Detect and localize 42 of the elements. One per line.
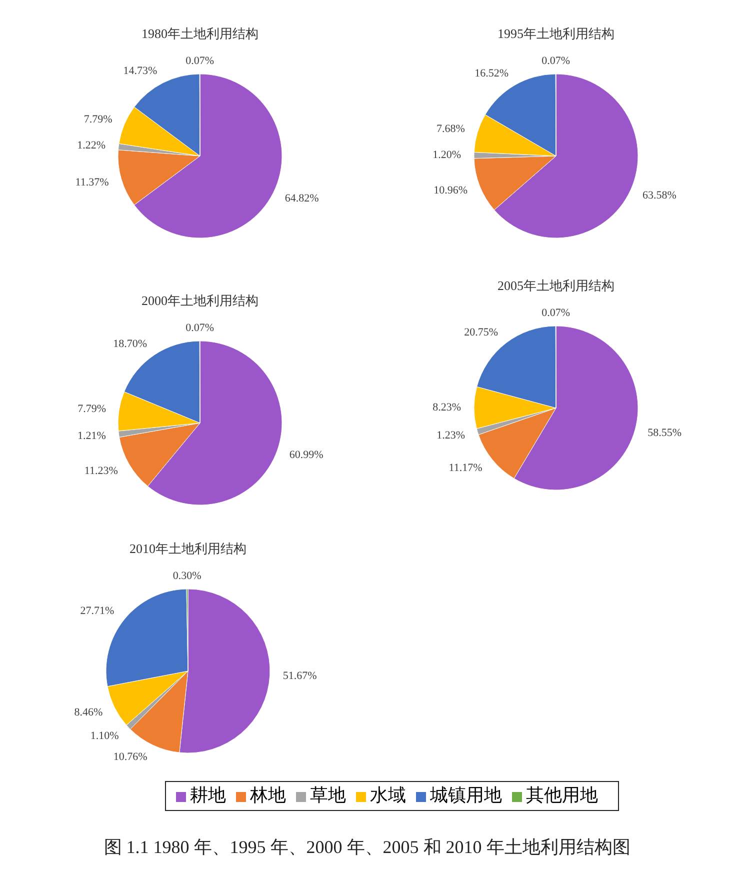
chart-title: 1980年土地利用结构 xyxy=(140,25,260,43)
data-label: 1.20% xyxy=(432,149,462,162)
data-label: 20.75% xyxy=(464,326,498,339)
data-label: 63.58% xyxy=(642,189,676,202)
data-label: 14.73% xyxy=(123,65,158,78)
data-label: 16.52% xyxy=(474,68,509,80)
chart-title: 2010年土地利用结构 xyxy=(128,540,248,558)
data-label: 0.07% xyxy=(542,307,570,319)
data-label: 58.55% xyxy=(648,427,682,440)
legend-label: 草地 xyxy=(310,785,346,806)
data-label: 1.21% xyxy=(77,430,106,442)
caption: 图 1.1 1980 年、1995 年、2000 年、2005 和 2010 年土地利用结构图 xyxy=(102,836,632,859)
legend-label: 耕地 xyxy=(190,785,226,806)
data-label: 0.07% xyxy=(186,322,214,334)
data-label: 10.96% xyxy=(434,184,468,197)
data-label: 27.71% xyxy=(80,605,114,618)
data-label: 1.10% xyxy=(90,730,119,742)
chart-title: 2000年土地利用结构 xyxy=(140,292,260,310)
data-label: 64.82% xyxy=(284,192,319,205)
data-label: 8.23% xyxy=(432,402,461,414)
data-label: 0.07% xyxy=(186,55,214,67)
legend-label: 其他用地 xyxy=(526,785,598,806)
data-label: 51.67% xyxy=(282,670,317,682)
legend-label: 水域 xyxy=(370,785,406,806)
data-label: 18.70% xyxy=(113,338,147,350)
data-label: 0.30% xyxy=(172,570,202,582)
legend-label: 城镇用地 xyxy=(430,785,502,806)
data-label: 7.68% xyxy=(436,123,465,136)
legend-label: 林地 xyxy=(250,785,286,806)
data-label: 11.23% xyxy=(84,464,118,477)
data-label: 7.79% xyxy=(78,403,106,416)
data-label: 8.46% xyxy=(74,706,103,719)
data-label: 0.07% xyxy=(542,55,570,67)
data-label: 60.99% xyxy=(289,449,324,462)
data-label: 7.79% xyxy=(84,113,112,126)
chart-title: 2005年土地利用结构 xyxy=(496,277,616,295)
data-label: 10.76% xyxy=(113,750,148,763)
data-label: 11.17% xyxy=(448,462,482,474)
data-label: 1.23% xyxy=(436,429,466,442)
data-label: 11.37% xyxy=(75,176,109,188)
data-label: 1.22% xyxy=(77,139,106,152)
chart-title: 1995年土地利用结构 xyxy=(496,25,616,43)
